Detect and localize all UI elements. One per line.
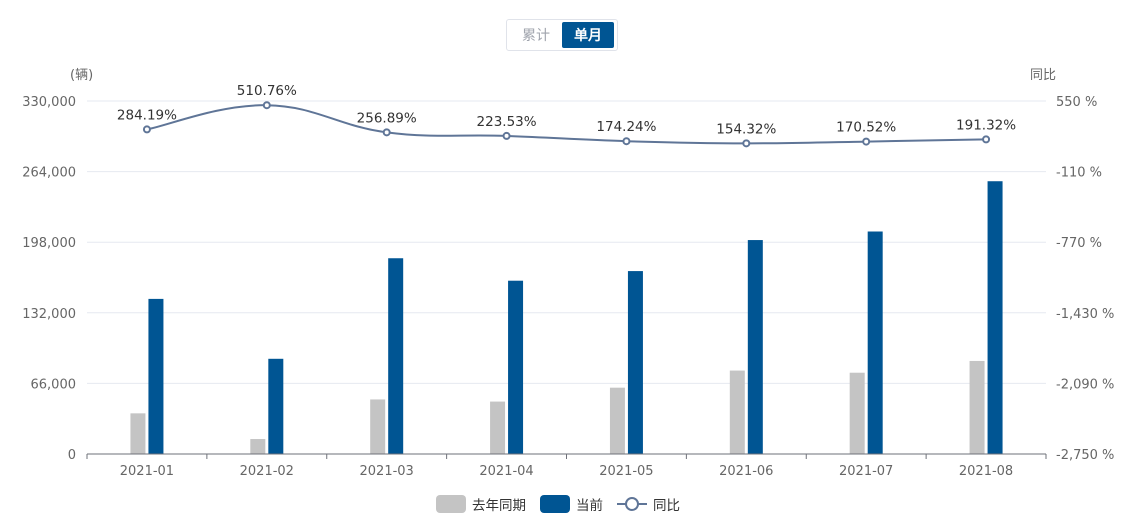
legend: 去年同期 当前 同比 — [436, 494, 694, 514]
right-tick-label: -2,090 % — [1056, 377, 1114, 392]
yoy-line-group: 284.19% 510.76% 256.89% 223.53% 174.24% 154.3… — [117, 83, 1016, 148]
left-tick-label: 0 — [68, 448, 76, 463]
x-tick-label: 2021-08 — [959, 464, 1013, 479]
x-tick-label: 2021-06 — [719, 464, 773, 479]
bar-last-year — [969, 360, 985, 454]
grid-lines — [87, 100, 1046, 384]
yoy-data-label: 170.52% — [836, 120, 896, 136]
right-tick-label: -1,430 % — [1056, 307, 1114, 322]
x-tick-label: 2021-04 — [479, 464, 533, 479]
period-toggle: 累计 单月 — [506, 19, 618, 51]
legend-label-current: 当前 — [576, 498, 603, 514]
legend-item-current[interactable]: 当前 — [540, 494, 603, 514]
bar-last-year — [130, 413, 146, 454]
x-tick-label: 2021-05 — [599, 464, 653, 479]
x-tick-label: 2021-01 — [120, 464, 174, 479]
bars-group — [130, 181, 1003, 454]
left-tick-label: 132,000 — [22, 307, 76, 322]
x-tick-label: 2021-02 — [240, 464, 294, 479]
bar-current — [388, 258, 404, 454]
bar-current — [627, 271, 643, 454]
x-tick-label: 2021-03 — [360, 464, 414, 479]
yoy-data-label: 284.19% — [117, 107, 177, 123]
bar-current — [747, 240, 763, 454]
legend-swatch-current — [540, 495, 570, 513]
yoy-point — [502, 131, 511, 140]
yoy-point — [262, 101, 271, 110]
cumulative-option[interactable]: 累计 — [522, 28, 550, 44]
bar-last-year — [490, 401, 506, 454]
bar-current — [148, 298, 164, 454]
right-axis-title: 同比 — [1030, 68, 1056, 83]
left-tick-label: 330,000 — [22, 95, 76, 110]
yoy-data-label: 223.53% — [477, 114, 537, 130]
yoy-data-label: 174.24% — [596, 119, 656, 135]
bar-last-year — [370, 399, 386, 454]
axes-group: 0 -2,750 % 66,000 -2,090 % 132,000 -1,430 % 19… — [22, 95, 1114, 479]
yoy-point — [382, 128, 391, 137]
bar-current — [508, 280, 524, 454]
legend-item-last-year[interactable]: 去年同期 — [436, 494, 526, 514]
bar-last-year — [250, 439, 266, 454]
right-tick-label: -770 % — [1056, 236, 1102, 251]
bar-current — [268, 358, 284, 454]
yoy-point — [862, 137, 871, 146]
right-tick-label: 550 % — [1056, 95, 1097, 110]
yoy-point — [142, 125, 151, 134]
right-tick-label: -110 % — [1056, 166, 1102, 181]
bar-current — [987, 181, 1003, 454]
bar-last-year — [609, 387, 625, 454]
yoy-data-label: 191.32% — [956, 117, 1016, 133]
yoy-point — [622, 137, 631, 146]
right-tick-label: -2,750 % — [1056, 448, 1114, 463]
legend-swatch-yoy — [617, 495, 647, 513]
left-tick-label: 264,000 — [22, 166, 76, 181]
legend-label-last-year: 去年同期 — [472, 498, 526, 514]
monthly-option[interactable]: 单月 — [562, 22, 614, 48]
left-axis-title: (辆) — [70, 68, 93, 83]
bar-last-year — [729, 370, 745, 454]
legend-label-yoy: 同比 — [653, 498, 680, 514]
left-tick-label: 66,000 — [31, 377, 77, 392]
left-tick-label: 198,000 — [22, 236, 76, 251]
legend-item-yoy[interactable]: 同比 — [617, 494, 680, 514]
yoy-data-label: 154.32% — [716, 121, 776, 137]
bar-last-year — [849, 372, 865, 454]
legend-swatch-last-year — [436, 495, 466, 513]
yoy-data-label: 256.89% — [357, 110, 417, 126]
bar-current — [867, 231, 883, 454]
yoy-point — [742, 139, 751, 148]
yoy-point — [982, 135, 991, 144]
yoy-line — [146, 104, 987, 145]
yoy-data-label: 510.76% — [237, 83, 297, 99]
x-tick-label: 2021-07 — [839, 464, 893, 479]
